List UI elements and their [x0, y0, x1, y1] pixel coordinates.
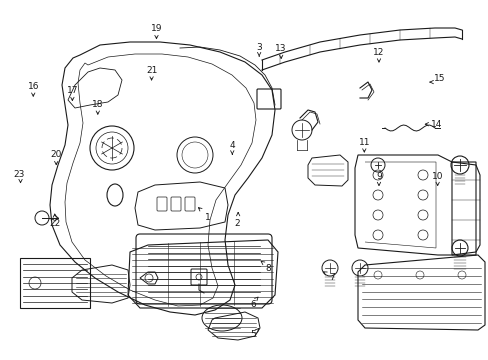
- Text: 16: 16: [27, 82, 39, 91]
- Text: 21: 21: [145, 66, 157, 75]
- Text: 14: 14: [430, 120, 442, 129]
- Text: 8: 8: [264, 264, 270, 273]
- Text: 17: 17: [66, 86, 78, 95]
- Text: 10: 10: [431, 172, 443, 181]
- Text: 19: 19: [150, 24, 162, 33]
- Text: 6: 6: [249, 300, 255, 309]
- Text: 20: 20: [50, 150, 62, 159]
- Text: 11: 11: [358, 138, 369, 147]
- Text: 12: 12: [372, 48, 384, 57]
- Text: 5: 5: [250, 330, 256, 339]
- Text: 13: 13: [275, 44, 286, 53]
- Text: 2: 2: [234, 219, 240, 228]
- Text: 22: 22: [49, 219, 61, 228]
- Text: 23: 23: [13, 170, 24, 179]
- Text: 9: 9: [375, 172, 381, 181]
- Text: 3: 3: [256, 43, 262, 52]
- Text: 15: 15: [433, 74, 445, 83]
- Text: 7: 7: [329, 273, 335, 282]
- Text: 1: 1: [204, 213, 210, 222]
- Text: 4: 4: [229, 141, 235, 150]
- Text: 18: 18: [92, 100, 103, 109]
